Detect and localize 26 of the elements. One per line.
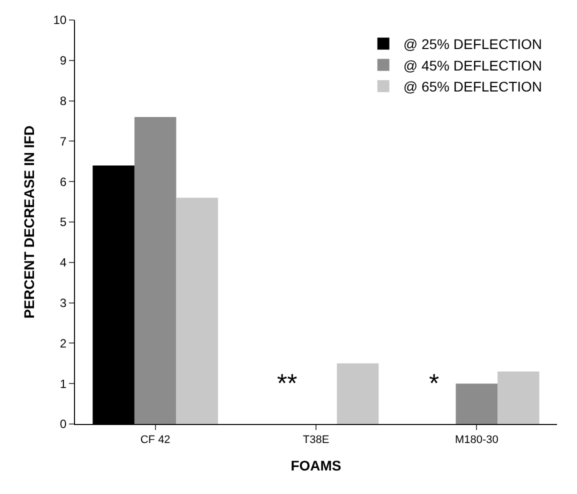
bar	[134, 116, 176, 424]
y-tick-label: 8	[60, 94, 67, 108]
y-tick-label: 6	[60, 174, 67, 189]
annotation: *	[429, 368, 440, 398]
bar	[456, 384, 498, 424]
legend-label: @ 45% DEFLECTION	[403, 57, 542, 74]
y-tick-label: 5	[60, 215, 67, 230]
y-tick-label: 2	[60, 336, 67, 350]
bar	[498, 371, 540, 424]
y-axis-title: PERCENT DECREASE IN IFD	[20, 126, 37, 318]
y-tick-label: 1	[60, 376, 67, 391]
y-tick-label: 0	[60, 417, 67, 432]
y-tick-label: 3	[60, 296, 67, 310]
x-axis-title: FOAMS	[290, 458, 342, 474]
legend-label: @ 65% DEFLECTION	[403, 78, 542, 95]
y-tick-label: 4	[60, 256, 67, 270]
x-tick-label: CF 42	[140, 434, 170, 446]
y-tick-label: 9	[60, 54, 67, 68]
y-tick-label: 10	[53, 13, 67, 28]
legend-label: @ 25% DEFLECTION	[403, 36, 542, 52]
bar	[336, 363, 379, 424]
x-tick-label: M180-30	[454, 434, 498, 446]
bar	[176, 198, 218, 424]
annotation: **	[277, 368, 298, 398]
y-tick-label: 7	[60, 134, 67, 148]
x-tick-label: T38E	[302, 434, 330, 446]
